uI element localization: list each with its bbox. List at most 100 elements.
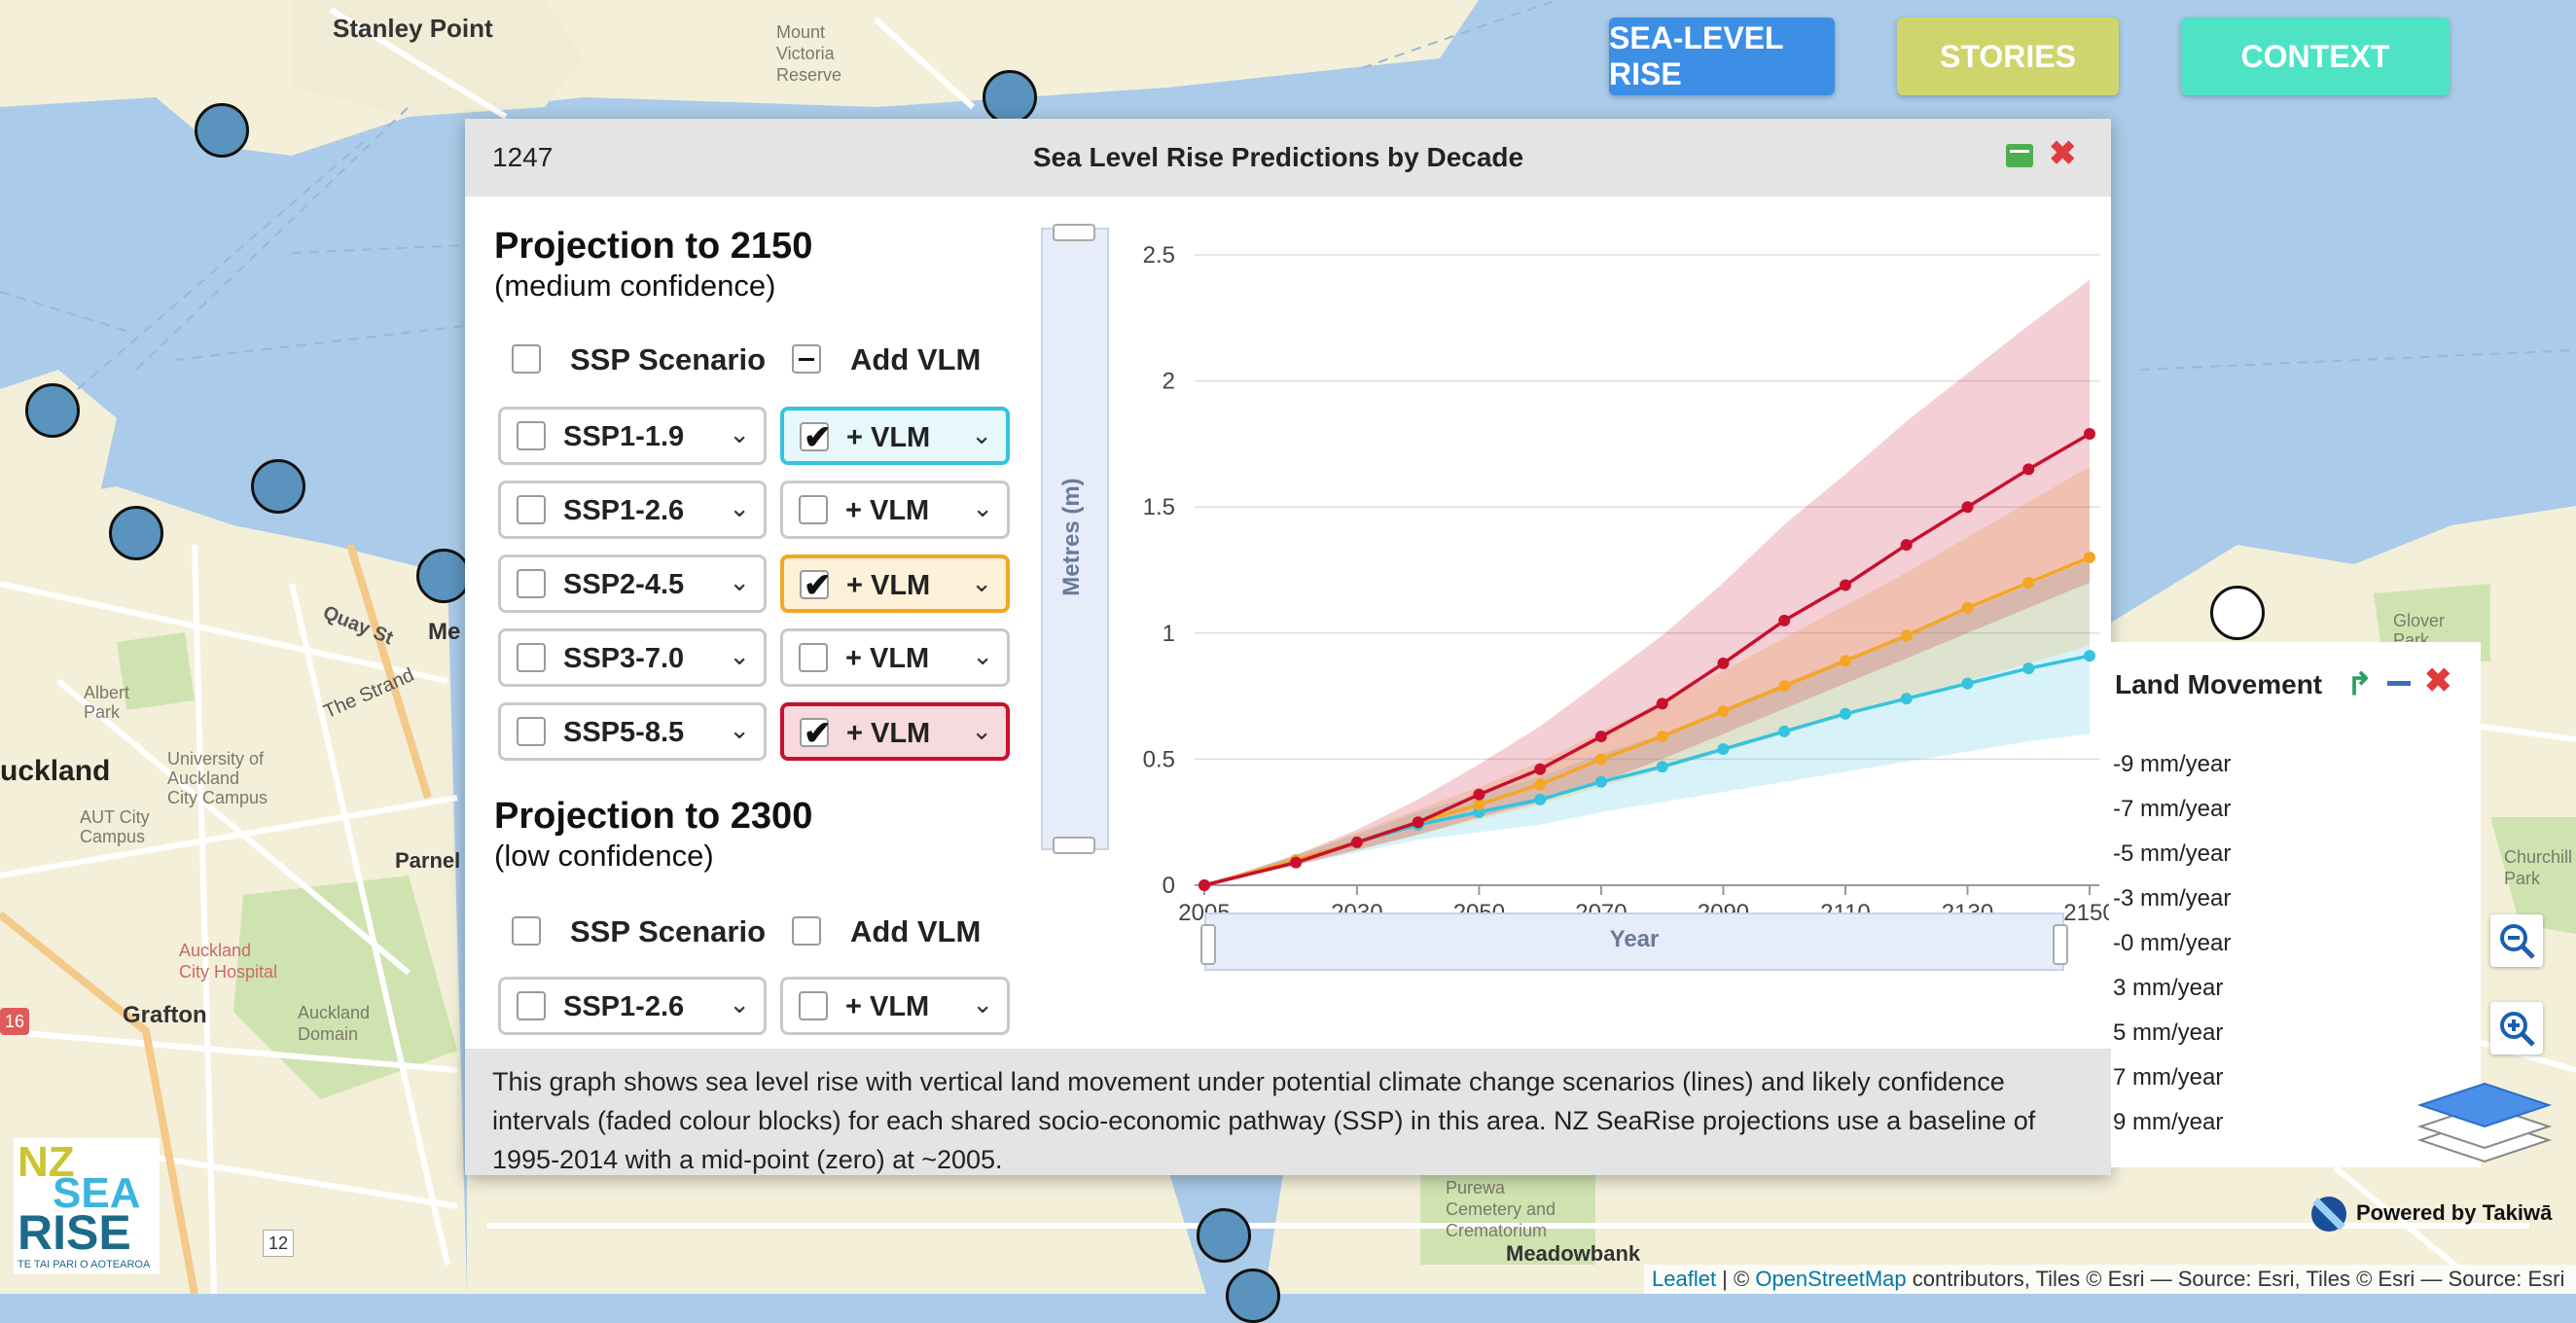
ssp-select[interactable]: SSP2-4.5 ⌄ (498, 554, 767, 613)
zoom-out-button[interactable] (2490, 914, 2543, 967)
ssp-2300-checkbox[interactable] (517, 991, 546, 1020)
data-point (1199, 879, 1210, 891)
vlm-label: + VLM (845, 643, 930, 674)
ssp-checkbox[interactable] (517, 717, 546, 746)
x-slider-right-handle[interactable] (2053, 924, 2068, 965)
vlm-checkbox[interactable] (799, 643, 828, 672)
map-marker[interactable] (25, 383, 80, 438)
data-point (1961, 677, 1974, 690)
vlm-select[interactable]: ✔ + VLM ⌄ (780, 554, 1010, 613)
confidence-band (1204, 279, 2090, 885)
panel-header[interactable]: 1247 Sea Level Rise Predictions by Decad… (465, 119, 2111, 197)
attribution-text: contributors, Tiles © Esri — Source: Esr… (1906, 1267, 2565, 1291)
vlm-select[interactable]: + VLM ⌄ (780, 481, 1010, 539)
ssp-label: SSP1-2.6 (563, 495, 685, 526)
vlm-checkbox[interactable] (799, 495, 828, 524)
ssp-select[interactable]: SSP5-8.5 ⌄ (498, 702, 767, 761)
data-point (1839, 655, 1851, 667)
land-movement-legend: Land Movement ↱ ✖ -9 mm/year -7 mm/year -5… (2111, 642, 2481, 1167)
y-axis-range-slider[interactable]: Metres (m) (1041, 224, 1109, 854)
ssp-2300-select-all-checkbox[interactable] (512, 916, 541, 946)
map-marker[interactable] (251, 459, 305, 514)
vlm-2300-select-all-checkbox[interactable] (792, 916, 821, 946)
x-slider-left-handle[interactable] (1200, 924, 1216, 965)
sea-level-chart: 00.511.522.52005203020502070209021102130… (1143, 242, 2109, 924)
vlm-checkbox[interactable]: ✔ (800, 419, 832, 456)
map-marker[interactable] (1226, 1269, 1280, 1323)
ssp-checkbox[interactable] (517, 643, 546, 672)
ssp-2300-select[interactable]: SSP1-2.6 ⌄ (498, 977, 767, 1035)
chevron-down-icon: ⌄ (729, 567, 750, 596)
map-attribution: Leaflet | © OpenStreetMap contributors, … (1644, 1265, 2576, 1294)
layers-icon[interactable] (2416, 1080, 2553, 1171)
ssp-checkbox[interactable] (517, 569, 546, 598)
vlm-checkbox[interactable]: ✔ (800, 567, 832, 604)
vlm-2300-label: + VLM (845, 991, 930, 1022)
add-vlm-header: Add VLM (850, 342, 982, 376)
logo-sea: SEA (53, 1169, 141, 1217)
redo-icon[interactable]: ↱ (2346, 666, 2373, 701)
ssp-checkbox[interactable] (517, 421, 546, 450)
map-marker[interactable] (416, 549, 471, 603)
zoom-in-button[interactable] (2490, 1002, 2543, 1055)
vlm-label: + VLM (846, 718, 931, 749)
vlm-select[interactable]: + VLM ⌄ (780, 628, 1010, 687)
data-point (1594, 775, 1607, 788)
minimize-icon[interactable] (2006, 144, 2033, 167)
nz-searise-logo[interactable]: NZ SEA RISE TE TAI PARI O AOTEAROA (14, 1138, 160, 1274)
projection-2150-subtitle: (medium confidence) (494, 268, 776, 303)
logo-tagline: TE TAI PARI O AOTEAROA (18, 1259, 151, 1270)
land-movement-item: 5 mm/year (2113, 1019, 2224, 1046)
land-movement-item: -0 mm/year (2113, 930, 2232, 956)
data-point (1290, 856, 1303, 869)
stories-button[interactable]: STORIES (1897, 18, 2119, 95)
ssp-label: SSP2-4.5 (563, 569, 685, 600)
data-point (2022, 662, 2035, 675)
vlm-checkbox[interactable]: ✔ (800, 715, 832, 752)
vlm-label: + VLM (846, 570, 931, 601)
vlm-select[interactable]: ✔ + VLM ⌄ (780, 702, 1010, 761)
takiwa-logo-icon (2311, 1197, 2346, 1232)
ssp-select[interactable]: SSP1-2.6 ⌄ (498, 481, 767, 539)
map-marker[interactable] (2210, 586, 2265, 640)
y-tick-label: 1 (1163, 621, 1175, 647)
map-marker[interactable] (983, 70, 1037, 125)
vlm-select[interactable]: ✔ + VLM ⌄ (780, 407, 1010, 465)
y-slider-bottom-handle[interactable] (1053, 837, 1095, 854)
osm-link[interactable]: OpenStreetMap (1755, 1267, 1907, 1291)
vlm-2300-select[interactable]: + VLM ⌄ (780, 977, 1010, 1035)
data-point (1717, 705, 1730, 718)
map-label-aut: AUT City Campus (80, 807, 150, 846)
map-marker[interactable] (195, 103, 249, 158)
close-icon[interactable]: ✖ (2424, 662, 2452, 699)
vlm-2300-checkbox[interactable] (799, 991, 828, 1020)
chevron-down-icon: ⌄ (729, 989, 750, 1019)
ssp-label: SSP3-7.0 (563, 643, 685, 674)
projection-2300-title: Projection to 2300 (494, 796, 813, 837)
chevron-down-icon: ⌄ (972, 641, 993, 670)
map-marker[interactable] (1197, 1208, 1251, 1263)
data-point (2022, 576, 2035, 589)
sea-level-rise-button[interactable]: SEA-LEVEL RISE (1609, 18, 1835, 95)
powered-by[interactable]: Powered by Takiwā (2308, 1191, 2552, 1235)
data-point (1534, 778, 1547, 791)
chart-description: This graph shows sea level rise with ver… (465, 1049, 2111, 1175)
close-icon[interactable]: ✖ (2049, 135, 2077, 172)
x-axis-range-slider[interactable]: Year (1200, 912, 2068, 971)
ssp-select[interactable]: SSP1-1.9 ⌄ (498, 407, 767, 465)
data-point (1961, 501, 1974, 514)
data-point (1900, 539, 1913, 552)
minimize-icon[interactable] (2387, 681, 2411, 686)
check-icon: ✔ (804, 567, 832, 604)
data-point (1594, 731, 1607, 743)
y-slider-top-handle[interactable] (1053, 224, 1095, 241)
context-button[interactable]: CONTEXT (2181, 18, 2450, 95)
vlm-select-all-checkbox[interactable] (792, 344, 821, 374)
ssp-checkbox[interactable] (517, 495, 546, 524)
map-marker[interactable] (109, 506, 163, 560)
ssp-select-all-checkbox[interactable] (512, 344, 541, 374)
leaflet-link[interactable]: Leaflet (1652, 1267, 1717, 1291)
data-point (1656, 731, 1668, 743)
ssp-select[interactable]: SSP3-7.0 ⌄ (498, 628, 767, 687)
map-label-me: Me (428, 619, 461, 645)
